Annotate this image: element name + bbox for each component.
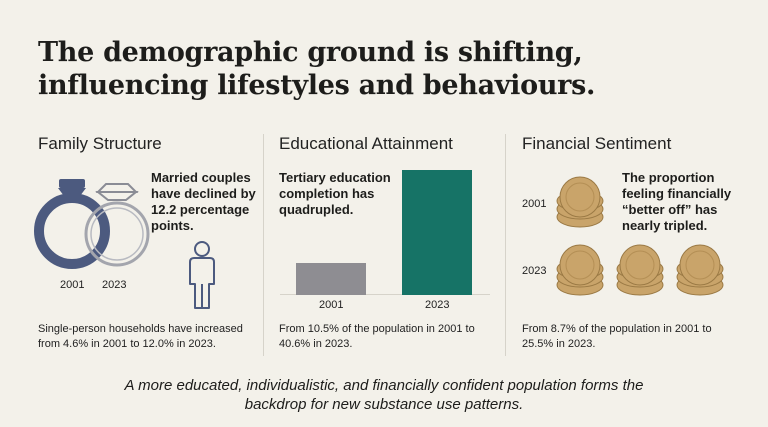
- family-year-2001: 2001: [60, 279, 85, 291]
- ring-icon: [34, 179, 110, 269]
- finance-caption: From 8.7% of the population in 2001 to 2…: [522, 323, 712, 350]
- education-callout: Tertiary education completion has quadru…: [279, 170, 391, 217]
- education-bar-chart: [280, 170, 490, 295]
- family-caption: Single-person households have increased …: [38, 323, 243, 350]
- coin-row-2001: [555, 176, 615, 232]
- bar-label-2001: 2001: [319, 299, 344, 311]
- ring-icon: [84, 183, 150, 267]
- wedding-rings-icon: [34, 179, 150, 269]
- footer-text: A more educated, individualistic, and fi…: [124, 377, 644, 413]
- bar-label-2023: 2023: [425, 299, 450, 311]
- finance-callout: The proportion feeling financially “bett…: [622, 170, 732, 233]
- family-year-2023: 2023: [102, 279, 127, 291]
- coin-stack-icon: [556, 244, 604, 296]
- education-heading: Educational Attainment: [279, 134, 453, 153]
- coin-stack-icon: [556, 176, 604, 228]
- coin-row-2023: [555, 244, 735, 300]
- bar-2023: [402, 170, 472, 295]
- chart-baseline: [280, 294, 490, 295]
- family-callout: Married couples have declined by 12.2 pe…: [151, 170, 256, 233]
- education-caption: From 10.5% of the population in 2001 to …: [279, 323, 475, 350]
- family-structure-heading: Family Structure: [38, 134, 162, 153]
- person-icon: [189, 241, 215, 309]
- finance-heading: Financial Sentiment: [522, 134, 672, 153]
- page-title: The demographic ground is shifting, infl…: [38, 37, 596, 101]
- column-divider: [505, 134, 506, 356]
- coin-stack-icon: [676, 244, 724, 296]
- coin-stack-icon: [616, 244, 664, 296]
- finance-year-2023: 2023: [522, 265, 547, 277]
- column-divider: [263, 134, 264, 356]
- bar-2001: [296, 263, 366, 295]
- finance-year-2001: 2001: [522, 198, 547, 210]
- footer-summary: A more educated, individualistic, and fi…: [0, 376, 768, 414]
